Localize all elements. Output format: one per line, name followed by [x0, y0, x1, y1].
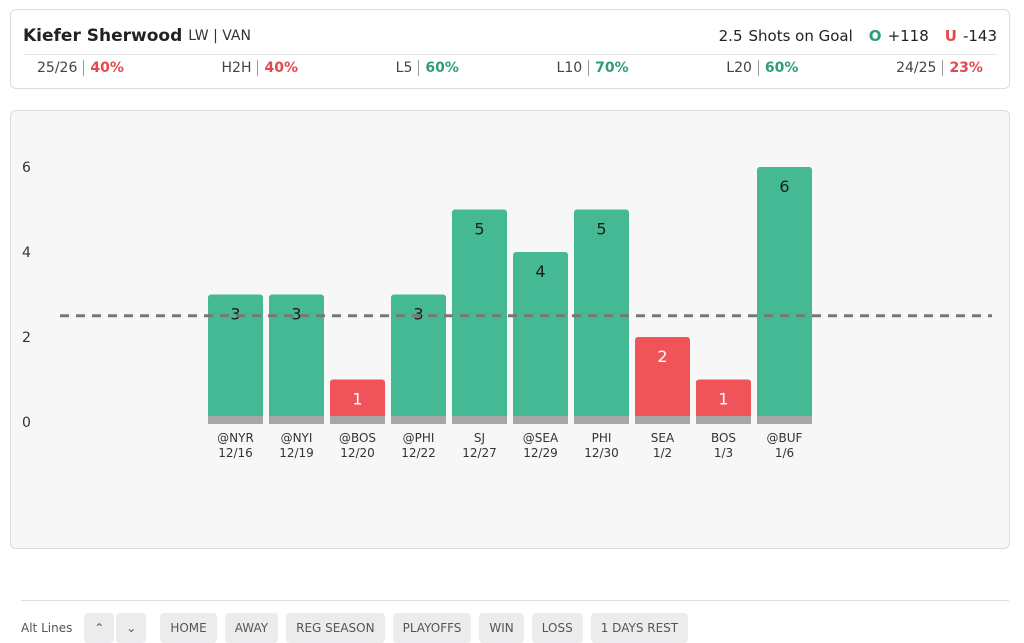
x-date-label: 12/22	[401, 446, 436, 460]
y-tick-label: 2	[22, 330, 31, 346]
line-value: 2.5	[718, 27, 743, 45]
stat-value: 40%	[264, 60, 298, 76]
stat-label: H2H	[221, 60, 259, 76]
stat-value: 40%	[90, 60, 124, 76]
bar-base	[696, 416, 751, 424]
bar	[391, 294, 446, 424]
stat: L5 60%	[395, 60, 459, 76]
bar-base	[635, 416, 690, 424]
bar-value-label: 1	[718, 390, 728, 409]
bar-base	[269, 416, 324, 424]
bar-base	[574, 416, 629, 424]
bar-base	[391, 416, 446, 424]
stats-row: 25/26 40% H2H 40% L5 60% L10 70% L20 60% 24/25 23%	[37, 60, 983, 76]
bar-value-label: 6	[779, 177, 789, 196]
player-position: LW | VAN	[188, 28, 251, 44]
bar	[269, 294, 324, 424]
player-name: Kiefer Sherwood	[23, 26, 183, 46]
bar-base	[513, 416, 568, 424]
bar-value-label: 3	[291, 305, 301, 324]
x-tick-label: @NYI	[281, 431, 313, 445]
x-date-label: 12/30	[584, 446, 619, 460]
x-date-label: 12/29	[523, 446, 558, 460]
filter-button[interactable]: REG SEASON	[286, 613, 385, 643]
stat: 24/25 23%	[896, 60, 983, 76]
stat-label: 25/26	[37, 60, 85, 76]
x-tick-label: @BUF	[767, 431, 803, 445]
stat-label: L10	[556, 60, 590, 76]
filter-button[interactable]: LOSS	[531, 613, 583, 643]
stat-value: 60%	[764, 60, 799, 76]
stat: 25/26 40%	[37, 60, 124, 76]
x-tick-label: @PHI	[403, 431, 435, 445]
stat-value: 23%	[949, 60, 983, 76]
bar-base	[330, 416, 385, 424]
page: Kiefer Sherwood LW | VAN 2.5 Shots on Go…	[10, 9, 1010, 643]
x-date-label: 1/6	[775, 446, 794, 460]
x-tick-label: @SEA	[523, 431, 559, 445]
under-odds: -143	[962, 27, 997, 45]
stat-value: 60%	[425, 60, 459, 76]
bar	[208, 294, 263, 424]
bar-value-label: 5	[596, 220, 606, 239]
x-date-label: 12/20	[340, 446, 375, 460]
bar	[696, 379, 751, 424]
filter-button[interactable]: 1 DAYS REST	[590, 613, 689, 643]
chart-card: Alt Lines ⌃ ⌄ HOME AWAY REG SEASON PLAYOFFS…	[10, 110, 1010, 643]
filter-button[interactable]: HOME	[160, 613, 217, 643]
controls: Alt Lines ⌃ ⌄ HOME AWAY REG SEASON PLAYOFFS…	[21, 600, 1009, 643]
x-tick-label: SEA	[651, 431, 675, 445]
bar-value-label: 1	[352, 390, 362, 409]
x-tick-label: BOS	[711, 431, 736, 445]
bar-base	[452, 416, 507, 424]
alt-lines-label: Alt Lines	[21, 621, 73, 635]
x-date-label: 12/27	[462, 446, 497, 460]
bar-value-label: 5	[474, 220, 484, 239]
bar-base	[757, 416, 812, 424]
filter-button[interactable]: PLAYOFFS	[392, 613, 472, 643]
line-down-button[interactable]: ⌄	[116, 613, 147, 643]
stat: L10 70%	[556, 60, 629, 76]
line-up-button[interactable]: ⌃	[84, 613, 115, 643]
header-card: Kiefer Sherwood LW | VAN 2.5 Shots on Go…	[10, 9, 1010, 89]
x-date-label: 12/19	[279, 446, 314, 460]
stat-label: L5	[395, 60, 420, 76]
stat-label: 24/25	[896, 60, 944, 76]
over-label: O	[868, 27, 882, 45]
x-tick-label: @NYR	[217, 431, 254, 445]
x-date-label: 1/3	[714, 446, 733, 460]
x-tick-label: PHI	[592, 431, 612, 445]
over-odds: +118	[887, 27, 929, 45]
under-label: U	[944, 27, 957, 45]
bar-base	[208, 416, 263, 424]
x-tick-label: SJ	[474, 431, 485, 445]
stat-value: 70%	[595, 60, 629, 76]
x-date-label: 1/2	[653, 446, 672, 460]
bar-value-label: 4	[535, 262, 545, 281]
header-row: Kiefer Sherwood LW | VAN 2.5 Shots on Go…	[23, 18, 997, 55]
stat: H2H 40%	[221, 60, 298, 76]
x-tick-label: @BOS	[339, 431, 376, 445]
bar	[635, 337, 690, 424]
bar-value-label: 3	[413, 305, 423, 324]
prop-line: 2.5 Shots on Goal O +118 U -143	[719, 27, 997, 45]
filter-button[interactable]: WIN	[479, 613, 524, 643]
x-date-label: 12/16	[218, 446, 253, 460]
y-tick-label: 4	[22, 245, 31, 261]
y-tick-label: 6	[22, 160, 31, 176]
bar	[513, 252, 568, 424]
y-tick-label: 0	[22, 415, 31, 431]
chart: 02463@NYR12/163@NYI12/191@BOS12/203@PHI1…	[22, 160, 992, 460]
bar-value-label: 3	[230, 305, 240, 324]
bar	[757, 167, 812, 424]
stat-label: L20	[726, 60, 759, 76]
market: Shots on Goal	[748, 27, 853, 45]
stat: L20 60%	[726, 60, 798, 76]
bar	[330, 379, 385, 424]
bar-value-label: 2	[657, 347, 667, 366]
filter-button[interactable]: AWAY	[224, 613, 279, 643]
bar	[574, 209, 629, 424]
